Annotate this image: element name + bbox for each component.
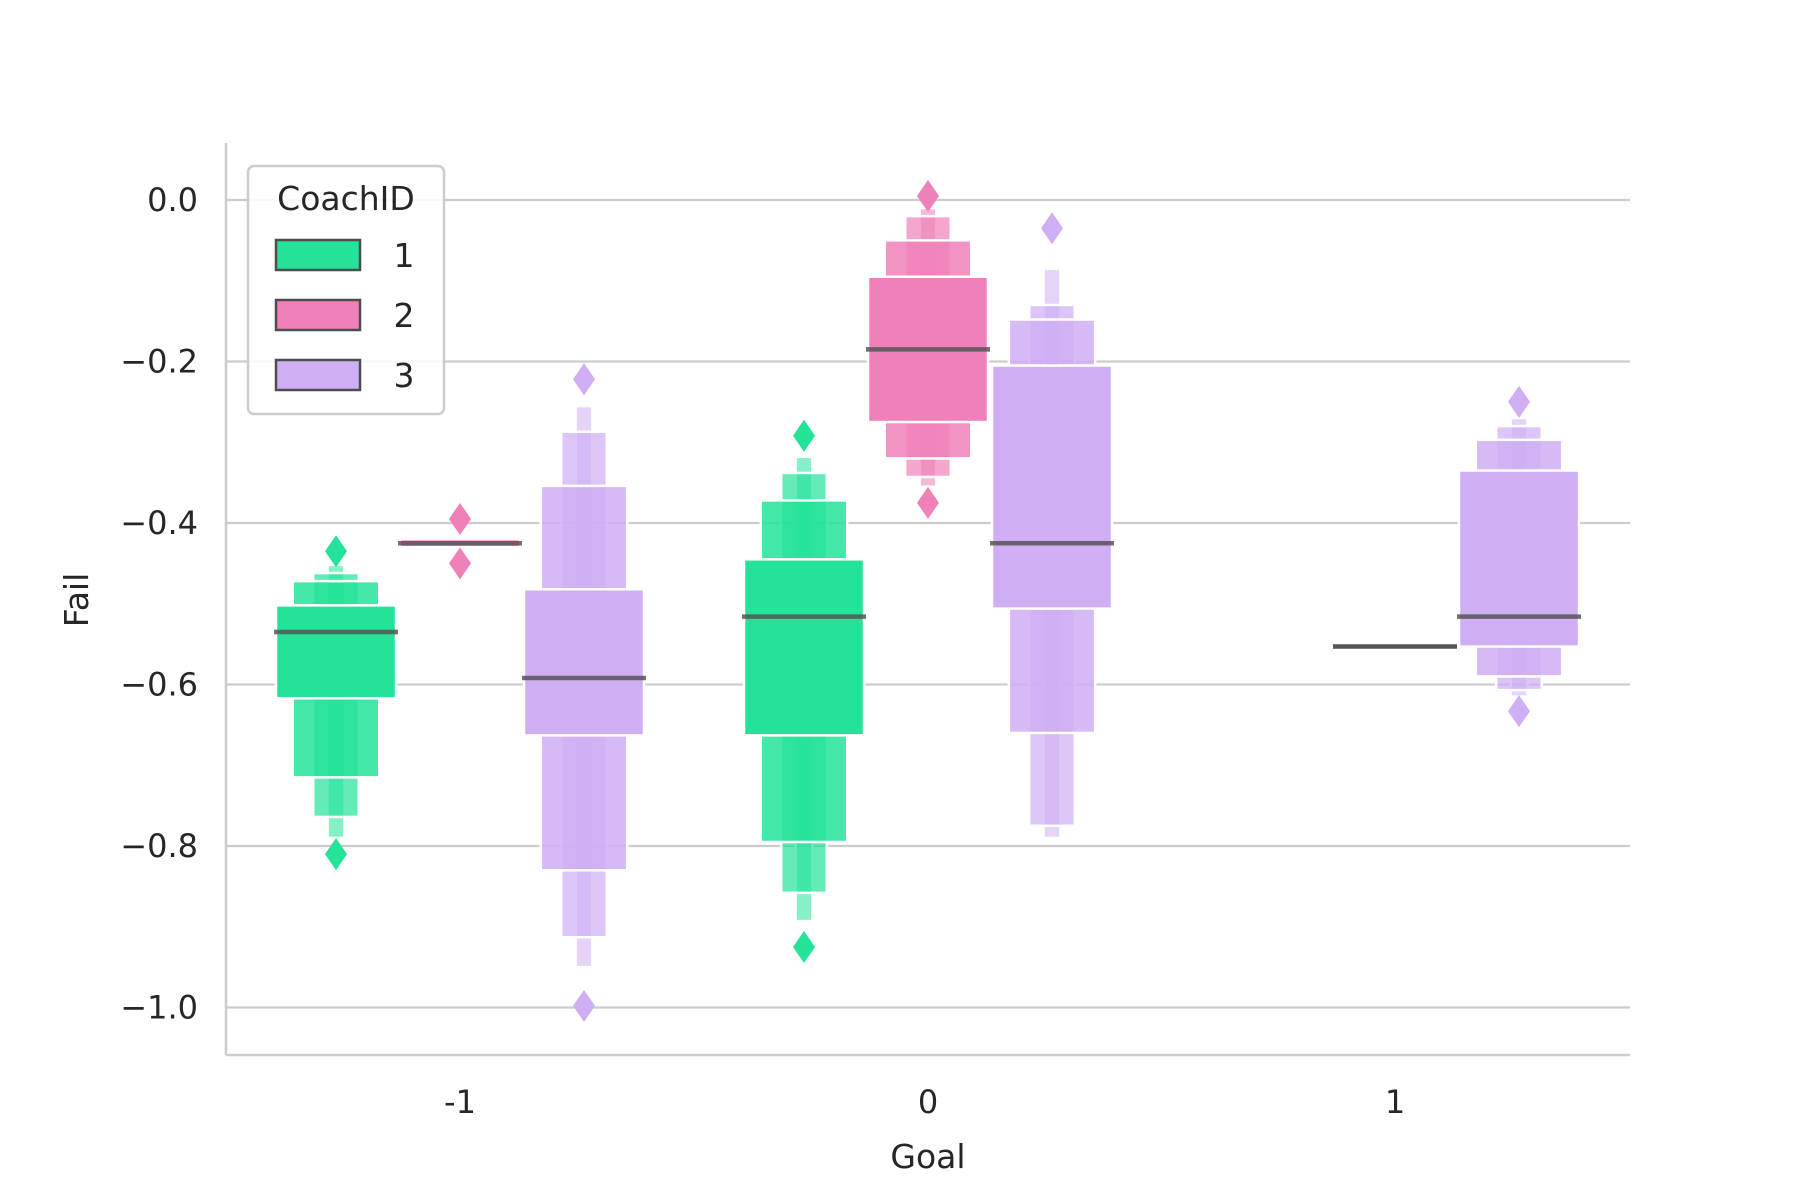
outlier-point [449, 502, 471, 535]
outlier-point [449, 547, 471, 580]
boxen-group-coach-3-goal-0 [990, 212, 1114, 840]
y-tick-label: −0.2 [120, 343, 198, 381]
x-axis-label: Goal [890, 1137, 965, 1176]
y-tick-label: 0.0 [147, 181, 198, 219]
outlier-point [325, 535, 347, 568]
x-tick-label: -1 [444, 1083, 476, 1121]
outlier-point [573, 989, 595, 1022]
legend-title: CoachID [277, 179, 415, 218]
x-tick-labels: -1 0 1 [444, 1083, 1405, 1121]
y-tick-label: −0.4 [120, 504, 198, 542]
x-tick-label: 0 [918, 1083, 938, 1121]
boxen-group-coach-2-goal--1 [398, 502, 522, 580]
legend-swatch [274, 298, 362, 332]
legend-swatch [274, 238, 362, 272]
outlier-point [793, 419, 815, 452]
y-tick-label: −0.8 [120, 827, 198, 865]
boxen-group-coach-3-goal-1 [1457, 385, 1581, 728]
boxen-level-box [1457, 469, 1581, 648]
outlier-point [1041, 212, 1063, 245]
boxen-level-box [990, 364, 1114, 610]
boxen-level-box [742, 558, 866, 737]
outlier-point [325, 838, 347, 871]
outlier-point [917, 179, 939, 212]
legend-entries: 1 2 3 [274, 236, 415, 395]
legend-label: 2 [394, 296, 415, 335]
boxen-group-coach-2-goal-0 [866, 179, 990, 519]
legend: CoachID 1 2 3 [246, 164, 446, 416]
boxen-group-coach-3-goal--1 [522, 363, 646, 1022]
boxen-plot-area [274, 179, 1581, 1022]
outlier-point [793, 930, 815, 963]
legend-label: 3 [394, 356, 415, 395]
y-tick-labels: 0.0 −0.2 −0.4 −0.6 −0.8 −1.0 [120, 181, 198, 1027]
boxen-group-coach-1-goal-0 [742, 419, 866, 963]
boxen-level-box [522, 587, 646, 737]
boxen-level-box [274, 604, 398, 700]
legend-label: 1 [394, 236, 415, 275]
legend-swatch [274, 358, 362, 392]
legend-frame [246, 164, 446, 416]
outlier-point [917, 486, 939, 519]
y-axis-label: Fail [57, 573, 96, 628]
axes [224, 143, 1630, 1057]
y-tick-label: −1.0 [120, 989, 198, 1027]
x-tick-label: 1 [1385, 1083, 1405, 1121]
y-tick-label: −0.6 [120, 666, 198, 704]
outlier-point [1508, 695, 1530, 728]
boxen-group-coach-1-goal--1 [274, 535, 398, 871]
outlier-point [1508, 385, 1530, 418]
outlier-point [573, 363, 595, 396]
